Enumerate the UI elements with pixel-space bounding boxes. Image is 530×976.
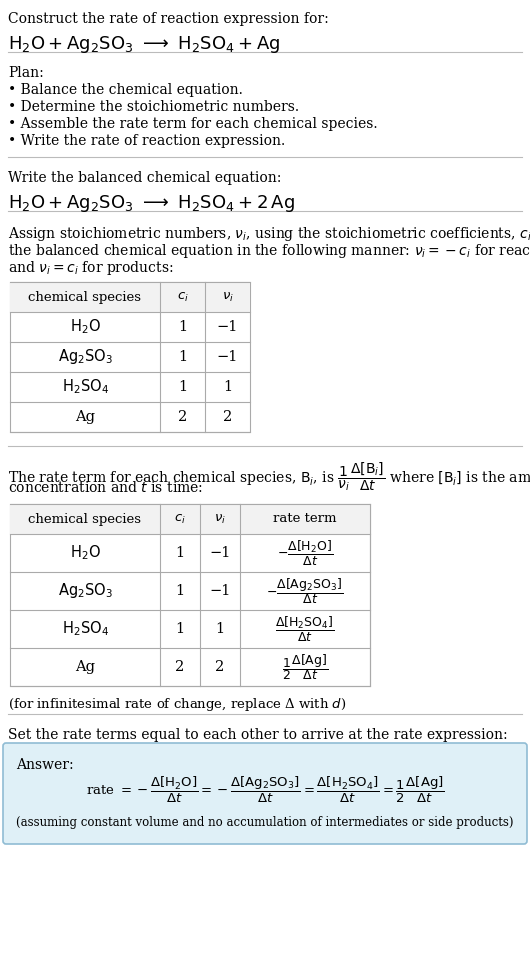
- Text: (assuming constant volume and no accumulation of intermediates or side products): (assuming constant volume and no accumul…: [16, 816, 514, 829]
- Text: chemical species: chemical species: [29, 512, 142, 525]
- Text: 2: 2: [223, 410, 232, 424]
- Text: $\mathrm{H_2O + Ag_2SO_3 \ \longrightarrow \ H_2SO_4 + 2\, Ag}$: $\mathrm{H_2O + Ag_2SO_3 \ \longrightarr…: [8, 193, 295, 214]
- Text: The rate term for each chemical species, $\mathrm{B}_i$, is $\dfrac{1}{\nu_i}\df: The rate term for each chemical species,…: [8, 460, 530, 493]
- Text: $\mathrm{H_2SO_4}$: $\mathrm{H_2SO_4}$: [61, 378, 109, 396]
- Text: −1: −1: [209, 546, 231, 560]
- Text: concentration and $t$ is time:: concentration and $t$ is time:: [8, 480, 203, 495]
- Text: 1: 1: [175, 546, 184, 560]
- Text: chemical species: chemical species: [29, 291, 142, 304]
- Text: Assign stoichiometric numbers, $\nu_i$, using the stoichiometric coefficients, $: Assign stoichiometric numbers, $\nu_i$, …: [8, 225, 530, 243]
- Text: $c_i$: $c_i$: [176, 291, 188, 304]
- Text: • Determine the stoichiometric numbers.: • Determine the stoichiometric numbers.: [8, 100, 299, 114]
- Text: • Assemble the rate term for each chemical species.: • Assemble the rate term for each chemic…: [8, 117, 377, 131]
- Text: Write the balanced chemical equation:: Write the balanced chemical equation:: [8, 171, 281, 185]
- Text: 2: 2: [215, 660, 225, 674]
- Text: $-\dfrac{\Delta[\mathrm{Ag_2SO_3}]}{\Delta t}$: $-\dfrac{\Delta[\mathrm{Ag_2SO_3}]}{\Del…: [267, 576, 343, 606]
- Text: Set the rate terms equal to each other to arrive at the rate expression:: Set the rate terms equal to each other t…: [8, 728, 508, 742]
- Text: Ag: Ag: [75, 660, 95, 674]
- Text: 1: 1: [178, 320, 187, 334]
- Bar: [10, 282, 250, 432]
- Text: $\nu_i$: $\nu_i$: [214, 512, 226, 525]
- Text: $\nu_i$: $\nu_i$: [222, 291, 234, 304]
- Text: $\mathrm{H_2SO_4}$: $\mathrm{H_2SO_4}$: [61, 620, 109, 638]
- Text: $\mathrm{Ag_2SO_3}$: $\mathrm{Ag_2SO_3}$: [58, 347, 112, 367]
- Text: Ag: Ag: [75, 410, 95, 424]
- Text: $c_i$: $c_i$: [174, 512, 186, 525]
- Text: $\dfrac{\Delta[\mathrm{H_2SO_4}]}{\Delta t}$: $\dfrac{\Delta[\mathrm{H_2SO_4}]}{\Delta…: [275, 615, 335, 643]
- Text: the balanced chemical equation in the following manner: $\nu_i = -c_i$ for react: the balanced chemical equation in the fo…: [8, 242, 530, 260]
- Text: 1: 1: [175, 584, 184, 598]
- Text: 1: 1: [178, 380, 187, 394]
- Text: 2: 2: [175, 660, 184, 674]
- Text: (for infinitesimal rate of change, replace Δ with $d$): (for infinitesimal rate of change, repla…: [8, 696, 347, 713]
- Bar: [10, 282, 250, 312]
- Text: • Write the rate of reaction expression.: • Write the rate of reaction expression.: [8, 134, 285, 148]
- Text: Plan:: Plan:: [8, 66, 44, 80]
- Text: and $\nu_i = c_i$ for products:: and $\nu_i = c_i$ for products:: [8, 259, 173, 277]
- Text: $\mathrm{H_2O + Ag_2SO_3 \ \longrightarrow \ H_2SO_4 + Ag}$: $\mathrm{H_2O + Ag_2SO_3 \ \longrightarr…: [8, 34, 280, 55]
- Text: 1: 1: [215, 622, 225, 636]
- Text: 1: 1: [223, 380, 232, 394]
- Text: 2: 2: [178, 410, 187, 424]
- Bar: [10, 504, 370, 686]
- Bar: [10, 504, 370, 534]
- Text: rate $= -\dfrac{\Delta[\mathrm{H_2O}]}{\Delta t} = -\dfrac{\Delta[\mathrm{Ag_2SO: rate $= -\dfrac{\Delta[\mathrm{H_2O}]}{\…: [86, 775, 444, 805]
- Text: • Balance the chemical equation.: • Balance the chemical equation.: [8, 83, 243, 97]
- Text: $\mathrm{H_2O}$: $\mathrm{H_2O}$: [69, 317, 100, 337]
- Text: −1: −1: [217, 350, 238, 364]
- Text: 1: 1: [178, 350, 187, 364]
- Text: rate term: rate term: [273, 512, 337, 525]
- Text: $\mathrm{H_2O}$: $\mathrm{H_2O}$: [69, 544, 100, 562]
- Text: Answer:: Answer:: [16, 758, 74, 772]
- Text: Construct the rate of reaction expression for:: Construct the rate of reaction expressio…: [8, 12, 329, 26]
- FancyBboxPatch shape: [3, 743, 527, 844]
- Text: −1: −1: [217, 320, 238, 334]
- Text: $\mathrm{Ag_2SO_3}$: $\mathrm{Ag_2SO_3}$: [58, 582, 112, 600]
- Text: 1: 1: [175, 622, 184, 636]
- Text: $-\dfrac{\Delta[\mathrm{H_2O}]}{\Delta t}$: $-\dfrac{\Delta[\mathrm{H_2O}]}{\Delta t…: [277, 539, 333, 567]
- Text: $\dfrac{1}{2}\dfrac{\Delta[\mathrm{Ag}]}{\Delta t}$: $\dfrac{1}{2}\dfrac{\Delta[\mathrm{Ag}]}…: [282, 652, 328, 682]
- Text: −1: −1: [209, 584, 231, 598]
